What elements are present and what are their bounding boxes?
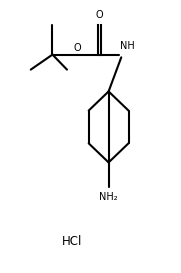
Text: O: O <box>73 43 81 53</box>
Text: HCl: HCl <box>62 235 83 248</box>
Text: NH₂: NH₂ <box>99 192 118 203</box>
Text: O: O <box>96 10 103 20</box>
Text: NH: NH <box>120 40 135 51</box>
